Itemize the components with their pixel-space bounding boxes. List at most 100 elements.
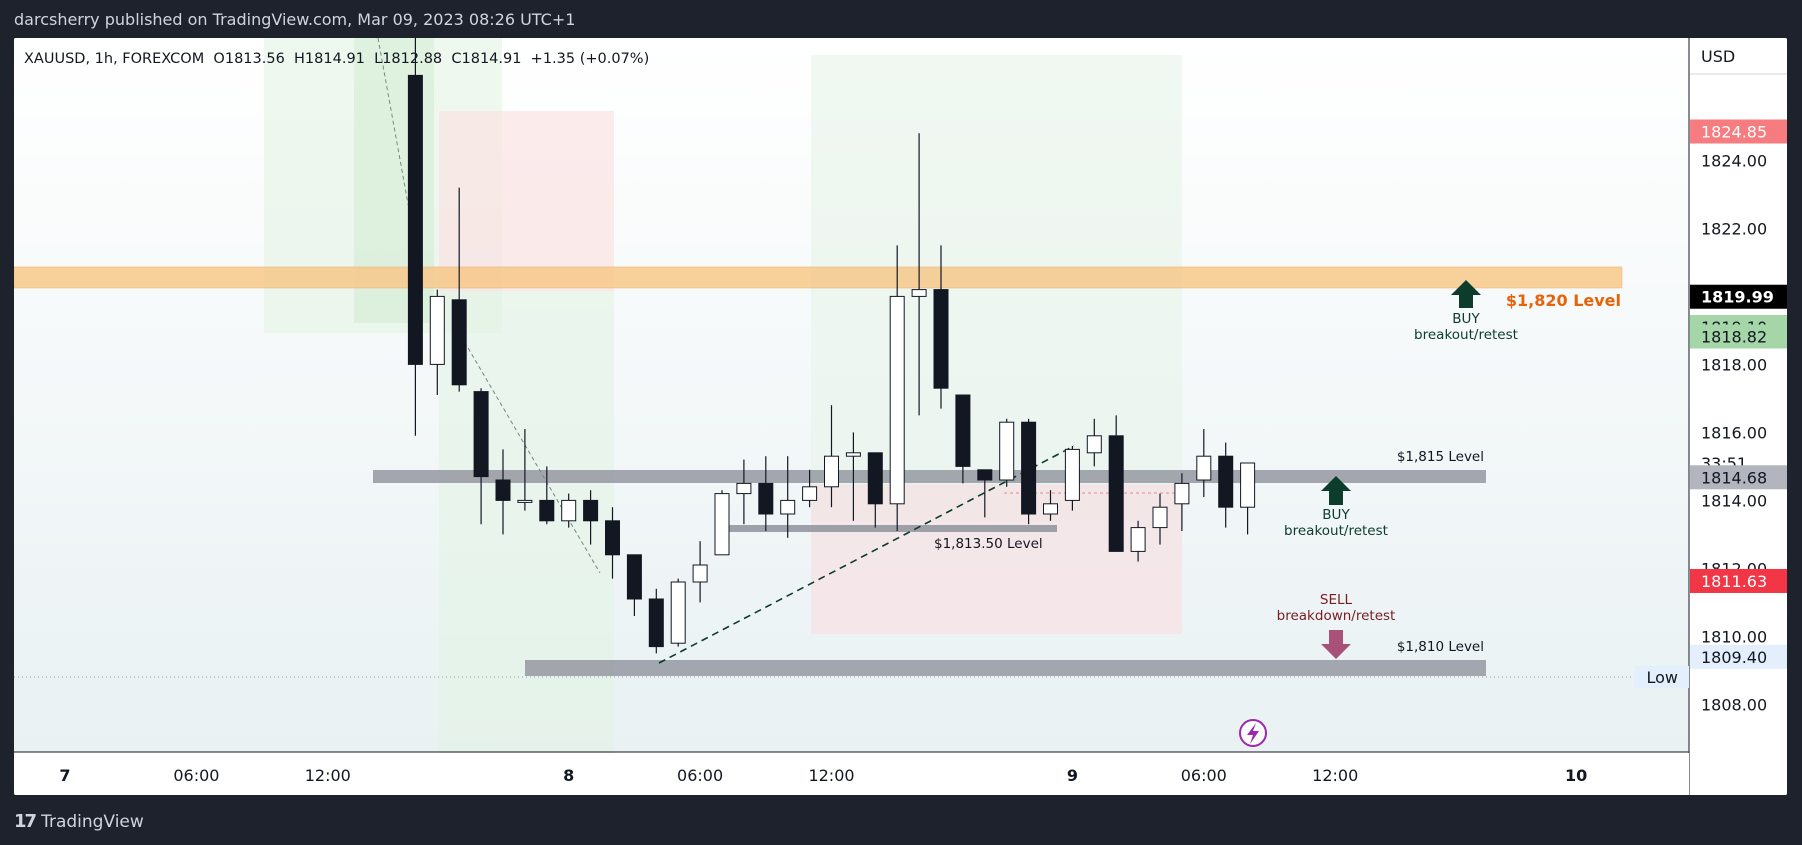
top-bar: darcsherry published on TradingView.com,… (0, 0, 1802, 38)
candle[interactable] (495, 479, 511, 501)
buy-top-sublabel: breakout/retest (1414, 327, 1518, 343)
price-tick-label: 1814.00 (1701, 491, 1767, 510)
candle[interactable] (845, 452, 861, 457)
price-tick-label: 1808.00 (1701, 695, 1767, 714)
candle[interactable] (1130, 527, 1146, 552)
candle[interactable] (539, 499, 555, 522)
level-1813-bar[interactable] (724, 525, 1057, 532)
symbol-ohlc-line: XAUUSD, 1h, FOREXCOM O1813.56 H1814.91 L… (24, 51, 649, 67)
candle[interactable] (561, 499, 577, 522)
candle[interactable] (1021, 421, 1037, 515)
buy-mid-label: BUY (1322, 507, 1350, 523)
level-1820-label: $1,820 Level (1506, 291, 1621, 310)
candle[interactable] (867, 452, 883, 505)
candle[interactable] (758, 482, 774, 515)
buy-arrow-top-icon (1451, 280, 1481, 308)
price-badge (1690, 284, 1787, 309)
price-badge (1690, 119, 1787, 144)
candle[interactable] (451, 299, 467, 386)
candle[interactable] (1174, 482, 1190, 505)
time-tick-label: 06:00 (677, 766, 723, 785)
candle[interactable] (780, 499, 796, 515)
candle[interactable] (517, 499, 533, 503)
candle[interactable] (1108, 435, 1124, 552)
candle[interactable] (429, 295, 445, 365)
bottom-bar (0, 795, 1802, 845)
candle[interactable] (583, 499, 599, 522)
price-tick-label: 1816.00 (1701, 423, 1767, 442)
sell-sublabel: breakdown/retest (1277, 608, 1396, 624)
chart-area[interactable]: $1,820 Level $1,815 Level $1,813.50 Leve… (14, 38, 1787, 795)
candle[interactable] (1086, 435, 1102, 454)
candle[interactable] (802, 486, 818, 501)
candle[interactable] (911, 289, 927, 297)
candle[interactable] (692, 564, 708, 583)
price-badge (1690, 324, 1787, 349)
level-1820-zone[interactable] (14, 266, 1623, 289)
candle[interactable] (648, 598, 664, 648)
trend-line-down (453, 323, 601, 574)
trend-line-up[interactable] (658, 445, 1075, 664)
price-badge-label: 1814.68 (1701, 468, 1767, 487)
sell-label: SELL (1320, 592, 1353, 608)
price-badge-label: 1819.99 (1701, 288, 1774, 307)
time-tick-label: 8 (563, 766, 574, 785)
candle[interactable] (1196, 455, 1212, 481)
price-badge (1690, 644, 1787, 669)
price-tick-label: 1824.00 (1701, 151, 1767, 170)
time-ticks: 7 06:00 12:00 8 06:00 12:00 9 06:00 12:00 10 (59, 766, 1587, 785)
price-ticks: 1824.001822.001820.001818.001816.001814.… (1701, 151, 1767, 714)
candle[interactable] (1218, 455, 1234, 508)
level-1815-bar[interactable] (373, 470, 1486, 483)
candle[interactable] (473, 391, 489, 478)
price-tick-label: 1822.00 (1701, 219, 1767, 238)
lightning-bolt (1247, 723, 1259, 744)
time-tick-label: 7 (59, 766, 70, 785)
level-1813-label: $1,813.50 Level (934, 536, 1043, 552)
tradingview-logo[interactable]: 17 TradingView (14, 811, 144, 832)
candle[interactable] (824, 455, 839, 488)
candle[interactable] (1064, 448, 1080, 501)
candle[interactable] (1240, 462, 1256, 508)
candle[interactable] (1043, 503, 1058, 515)
price-badges: 1824.851819.991819.101818.8233:511814.68… (1690, 119, 1787, 669)
price-axis-panel[interactable] (1690, 38, 1787, 795)
time-axis-panel[interactable] (14, 753, 1689, 795)
time-tick-label: 06:00 (173, 766, 219, 785)
candle[interactable] (933, 289, 949, 389)
candle[interactable] (736, 482, 752, 495)
zone-green-lower-left (439, 291, 614, 786)
candle[interactable] (626, 554, 642, 600)
tradingview-mark-icon: 17 (14, 811, 37, 832)
candle[interactable] (670, 581, 686, 644)
candle[interactable] (714, 493, 730, 556)
candle[interactable] (1152, 506, 1168, 529)
time-tick-label: 12:00 (808, 766, 854, 785)
price-badge-label: 1809.40 (1701, 648, 1767, 667)
price-badge (1690, 568, 1787, 593)
candle[interactable] (955, 394, 971, 467)
price-badge-label: 1818.82 (1701, 328, 1767, 347)
time-tick-label: 06:00 (1181, 766, 1227, 785)
time-tick-label: 9 (1067, 766, 1078, 785)
candle[interactable] (999, 421, 1015, 481)
price-badge-label: 1811.63 (1701, 572, 1767, 591)
time-tick-label: 12:00 (305, 766, 351, 785)
candle[interactable] (605, 520, 620, 556)
low-tag (1634, 666, 1689, 688)
low-tag-label: Low (1646, 668, 1678, 687)
buy-mid-sublabel: breakout/retest (1284, 523, 1388, 539)
price-tick-label: 1818.00 (1701, 355, 1767, 374)
level-1810-bar[interactable] (525, 660, 1486, 676)
candle[interactable] (977, 469, 993, 481)
price-badge-label: 1824.85 (1701, 123, 1767, 142)
price-badge (1690, 465, 1787, 490)
time-tick-label: 10 (1565, 766, 1587, 785)
sell-arrow-icon (1321, 630, 1351, 659)
candles-group (407, 38, 1256, 654)
candle[interactable] (889, 295, 905, 505)
candlestick-chart[interactable]: $1,820 Level $1,815 Level $1,813.50 Leve… (14, 38, 1787, 795)
candle[interactable] (407, 74, 423, 365)
level-1815-label: $1,815 Level (1397, 449, 1484, 465)
publisher-line: darcsherry published on TradingView.com,… (14, 10, 576, 29)
